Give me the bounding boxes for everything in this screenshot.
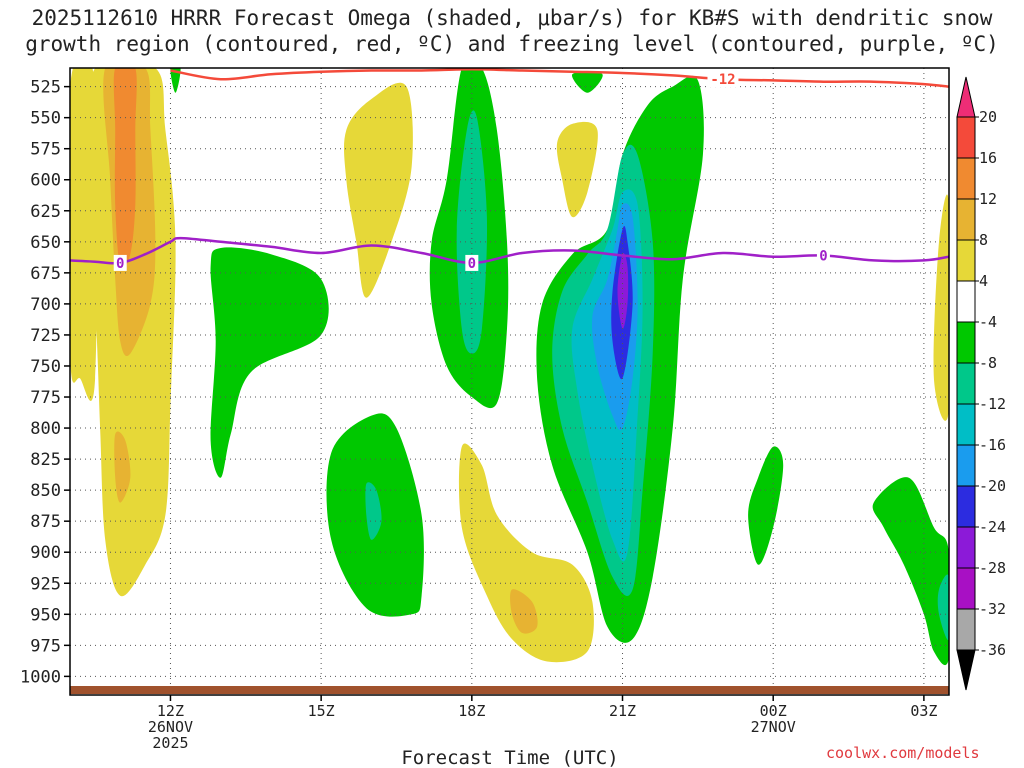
y-tick-label-900: 900 <box>30 543 61 563</box>
x-tick-label-12Z-sub1: 26NOV <box>148 718 193 736</box>
colorbar-label--28: -28 <box>979 559 1006 577</box>
freezing-level-label-bg <box>113 254 127 271</box>
x-tick-label-00Z-sub1: 27NOV <box>751 718 796 736</box>
colorbar-label--36: -36 <box>979 641 1006 659</box>
omega-region-green-left-block <box>210 247 329 478</box>
x-tick-label-21Z: 21Z <box>609 702 636 720</box>
terrain-ground-band <box>70 686 949 694</box>
y-tick-label-525: 525 <box>30 78 61 98</box>
omega-region-purple-main-core <box>617 253 629 329</box>
x-tick-label-15Z: 15Z <box>308 702 335 720</box>
colorbar-label--4: -4 <box>979 313 997 331</box>
omega-colorbar: 20 16 12 8 4 -4 -8 -12 -16 -20 -24 -28 -32 -36 <box>956 76 1006 691</box>
colorbar-box-4 <box>956 280 976 323</box>
omega-region-teal-right-edge <box>937 574 949 641</box>
colorbar-box-6 <box>956 362 976 405</box>
omega-region-yellow-low-mid <box>458 443 594 663</box>
colorbar-box-1 <box>956 157 976 200</box>
omega-region-green-top-stripe <box>571 71 603 93</box>
y-tick-label-850: 850 <box>30 481 61 501</box>
colorbar-box-10 <box>956 526 976 569</box>
colorbar-box-5 <box>956 321 976 364</box>
y-tick-label-675: 675 <box>30 264 61 284</box>
contour-lines: 0 0 0 -12 <box>70 68 949 272</box>
colorbar-box-0 <box>956 116 976 159</box>
colorbar-label-4: 4 <box>979 272 988 290</box>
y-tick-label-650: 650 <box>30 233 61 253</box>
y-tick-label-950: 950 <box>30 605 61 625</box>
colorbar-label-16: 16 <box>979 149 997 167</box>
omega-region-orange-small-low-mid <box>510 589 538 634</box>
omega-region-yellow-right-edge <box>933 194 949 421</box>
colorbar-label--12: -12 <box>979 395 1006 413</box>
y-tick-label-1000: 1000 <box>20 667 61 687</box>
colorbar-label-12: 12 <box>979 190 997 208</box>
omega-region-teal-low-lobe <box>365 482 382 540</box>
omega-region-green-top-stripe-2 <box>170 68 181 93</box>
chart-title-line-1: 2025112610 HRRR Forecast Omega (shaded, … <box>31 6 993 30</box>
x-tick-label-12Z-sub2: 2025 <box>152 734 188 752</box>
colorbar-bottom-arrow <box>956 649 976 691</box>
y-tick-label-875: 875 <box>30 512 61 532</box>
y-tick-label-625: 625 <box>30 202 61 222</box>
y-tick-label-600: 600 <box>30 171 61 191</box>
colorbar-top-arrow <box>956 76 976 118</box>
y-tick-label-575: 575 <box>30 140 61 160</box>
omega-shading <box>70 68 949 665</box>
omega-region-green-right-blob <box>748 446 784 565</box>
dendritic-growth-line <box>170 68 949 88</box>
colorbar-label-8: 8 <box>979 231 988 249</box>
freezing-level-label: 0 <box>116 256 124 272</box>
freezing-level-label-bg <box>816 247 830 264</box>
colorbar-label--20: -20 <box>979 477 1006 495</box>
colorbar-label--32: -32 <box>979 600 1006 618</box>
plot-frame <box>69 67 950 696</box>
omega-region-green-right-edge <box>872 477 949 665</box>
colorbar-box-3 <box>956 239 976 282</box>
colorbar-box-7 <box>956 403 976 446</box>
freezing-level-line <box>70 236 949 265</box>
colorbar-box-2 <box>956 198 976 241</box>
chart-title-line-2: growth region (contoured, red, ºC) and f… <box>25 32 999 56</box>
colorbar-box-11 <box>956 567 976 610</box>
y-tick-label-975: 975 <box>30 636 61 656</box>
x-tick-label-00Z: 00Z <box>760 702 787 720</box>
x-axis-label: Forecast Time (UTC) <box>401 747 618 768</box>
y-tick-label-925: 925 <box>30 574 61 594</box>
omega-region-orange-blob-low-left <box>114 431 131 503</box>
dendritic-growth-label: -12 <box>710 72 735 88</box>
y-tick-label-550: 550 <box>30 109 61 129</box>
colorbar-label--24: -24 <box>979 518 1006 536</box>
y-tick-label-750: 750 <box>30 357 61 377</box>
freezing-level-label-bg <box>465 254 479 271</box>
colorbar-label--8: -8 <box>979 354 997 372</box>
freezing-level-label: 0 <box>819 248 827 264</box>
omega-region-yellow-arm-left <box>70 68 98 401</box>
x-tick-label-03Z: 03Z <box>910 702 937 720</box>
pressure-axis: 525 550 575 600 625 650 675 700 725 750 775 800 825 8… <box>20 78 70 687</box>
colorbar-box-8 <box>956 444 976 487</box>
y-tick-label-725: 725 <box>30 326 61 346</box>
colorbar-label-20: 20 <box>979 108 997 126</box>
colorbar-box-9 <box>956 485 976 528</box>
omega-region-teal-mid-column <box>456 110 488 354</box>
freezing-level-label: 0 <box>468 256 476 272</box>
colorbar-label--16: -16 <box>979 436 1006 454</box>
omega-region-yellow-small-upper-right <box>556 121 598 218</box>
y-tick-label-700: 700 <box>30 295 61 315</box>
x-tick-label-12Z: 12Z <box>157 702 184 720</box>
y-tick-label-800: 800 <box>30 419 61 439</box>
colorbar-box-12 <box>956 608 976 651</box>
y-tick-label-825: 825 <box>30 450 61 470</box>
y-tick-label-775: 775 <box>30 388 61 408</box>
site-credit: coolwx.com/models <box>826 744 980 762</box>
x-tick-label-18Z: 18Z <box>458 702 485 720</box>
dendritic-growth-label-bg <box>707 71 739 88</box>
omega-region-yellow-mid-upper <box>343 82 413 298</box>
omega-region-deep-orange-core <box>113 68 137 270</box>
